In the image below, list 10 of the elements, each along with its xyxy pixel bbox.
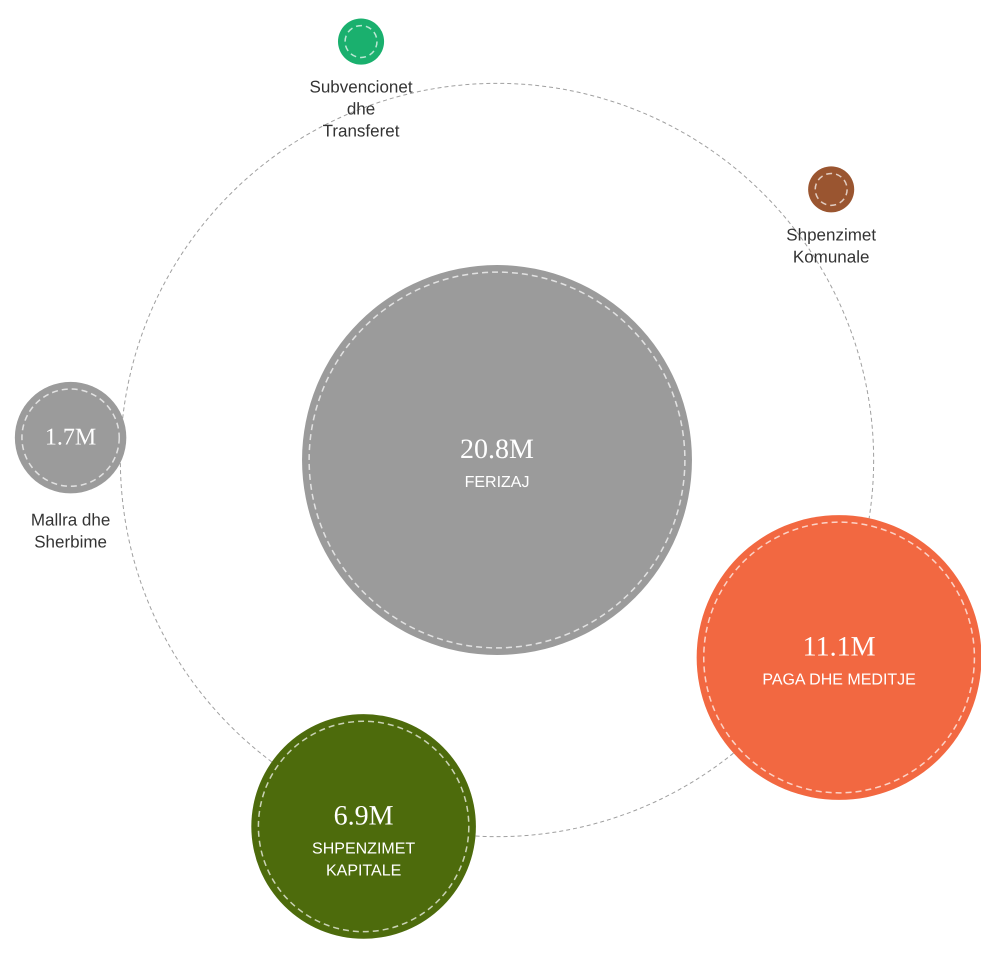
category-label: Shpenzimet Komunale bbox=[786, 225, 876, 266]
category-label: FERIZAJ bbox=[464, 474, 530, 491]
data-label: 6.9M bbox=[334, 800, 394, 832]
category-label: PAGA DHE MEDITJE bbox=[762, 672, 916, 688]
data-label: 1.7M bbox=[44, 424, 96, 451]
data-label: 11.1M bbox=[802, 632, 876, 662]
category-label: Mallra dhe Sherbime bbox=[30, 510, 110, 552]
category-label: Subvencionet dhe Transferet bbox=[310, 78, 413, 141]
category-label: SHPENZIMET KAPITALE bbox=[312, 840, 416, 880]
data-label: 20.8M bbox=[460, 434, 534, 465]
